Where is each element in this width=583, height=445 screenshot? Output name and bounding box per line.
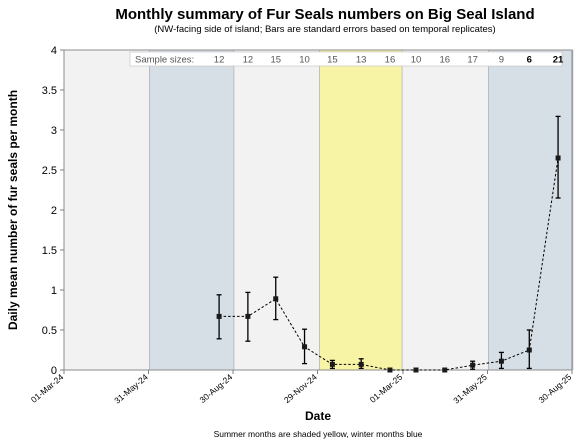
sample-size: 10 — [411, 55, 422, 66]
y-tick-label: 0 — [51, 365, 57, 377]
y-axis: 0 0.5 1 1.5 2 2.5 3 3.5 4 — [42, 45, 64, 377]
sample-size: 6 — [527, 55, 532, 66]
data-point — [387, 367, 393, 373]
data-point — [273, 296, 279, 302]
plot-area — [64, 50, 572, 370]
x-tick-label: 01-Mar-25 — [368, 372, 405, 405]
y-tick-label: 3.5 — [42, 85, 57, 97]
x-tick-label: 29-Nov-24 — [282, 372, 319, 405]
data-point — [470, 362, 476, 368]
sample-size: 12 — [243, 55, 254, 66]
data-point — [216, 313, 222, 319]
data-point — [245, 313, 251, 319]
y-tick-label: 4 — [51, 45, 57, 57]
data-point — [498, 358, 504, 364]
season-shading — [149, 50, 574, 370]
winter-shading — [149, 50, 234, 370]
x-tick-label: 01-Mar-24 — [29, 372, 66, 405]
y-tick-label: 1.5 — [42, 245, 57, 257]
summer-shading — [319, 50, 403, 370]
sample-size: 16 — [439, 55, 450, 66]
winter-shading — [488, 50, 573, 370]
sample-size: 21 — [553, 55, 564, 66]
y-tick-label: 0.5 — [42, 325, 57, 337]
sample-size: 15 — [270, 55, 281, 66]
x-tick-label: 31-May-25 — [451, 372, 489, 406]
x-axis-label: Date — [305, 409, 331, 423]
sample-size: 12 — [214, 55, 225, 66]
x-axis: 01-Mar-24 31-May-24 30-Aug-24 29-Nov-24 01-M… — [29, 370, 573, 406]
chart-title: Monthly summary of Fur Seals numbers on … — [115, 6, 534, 23]
sample-size-label: Sample sizes: — [135, 55, 194, 66]
y-tick-label: 2 — [51, 205, 57, 217]
chart-subtitle: (NW-facing side of island; Bars are stan… — [154, 24, 495, 35]
y-tick-label: 3 — [51, 125, 57, 137]
data-point — [358, 361, 364, 367]
series-fur-seals — [216, 115, 561, 373]
sample-size: 13 — [356, 55, 367, 66]
data-point — [413, 367, 419, 373]
x-tick-label: 31-May-24 — [112, 372, 150, 406]
data-point — [329, 361, 335, 367]
y-tick-label: 1 — [51, 285, 57, 297]
y-tick-label: 2.5 — [42, 165, 57, 177]
y-axis-label: Daily mean number of fur seals per month — [6, 90, 20, 330]
x-tick-label: 30-Aug-24 — [197, 372, 234, 405]
sample-size: 9 — [499, 55, 504, 66]
sample-sizes: 12 12 15 10 15 13 16 10 16 17 9 6 21 — [214, 55, 564, 66]
x-tick-label: 30-Aug-25 — [536, 372, 573, 405]
sample-size: 17 — [467, 55, 478, 66]
data-point — [555, 155, 561, 161]
sample-size: 15 — [327, 55, 338, 66]
sample-size-box — [129, 51, 563, 67]
data-point — [302, 344, 308, 350]
data-point — [526, 347, 532, 353]
data-point — [442, 367, 448, 373]
footnote: Summer months are shaded yellow, winter … — [214, 429, 423, 439]
sample-size: 10 — [299, 55, 310, 66]
sample-size: 16 — [385, 55, 396, 66]
